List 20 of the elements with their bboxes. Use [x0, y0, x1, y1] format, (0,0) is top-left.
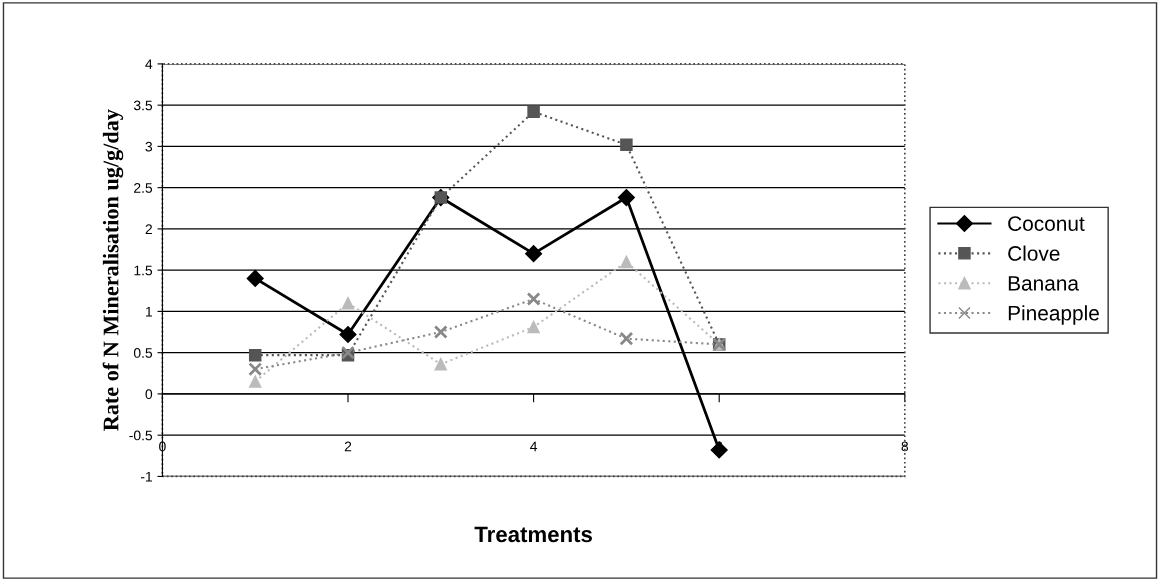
- y-tick-label: 1.5: [134, 265, 153, 276]
- legend-label: Coconut: [1008, 216, 1085, 231]
- y-tick-label: 2: [145, 224, 152, 234]
- y-tick-label: 0: [145, 389, 153, 400]
- y-tick-label: -0.5: [129, 430, 153, 441]
- y-axis-title: Rate of N Mineralisation ug/g/day: [102, 109, 124, 431]
- y-tick-label: -1: [140, 471, 152, 482]
- legend-label: Clove: [1008, 245, 1060, 261]
- y-tick-label: 4: [145, 59, 153, 69]
- y-tick-label: 0.5: [133, 348, 153, 358]
- x-tick-label: 8: [901, 441, 909, 452]
- y-tick-label: 2.5: [134, 183, 153, 193]
- y-tick-label: 3.5: [133, 100, 153, 111]
- x-tick-label: 4: [530, 441, 538, 452]
- x-axis-title: Treatments: [474, 526, 592, 543]
- y-tick-label: 1: [146, 306, 152, 317]
- x-tick-label: 2: [344, 441, 352, 452]
- legend-label: Pineapple: [1008, 305, 1099, 325]
- legend-label: Banana: [1008, 276, 1079, 291]
- y-tick-label: 3: [145, 141, 153, 152]
